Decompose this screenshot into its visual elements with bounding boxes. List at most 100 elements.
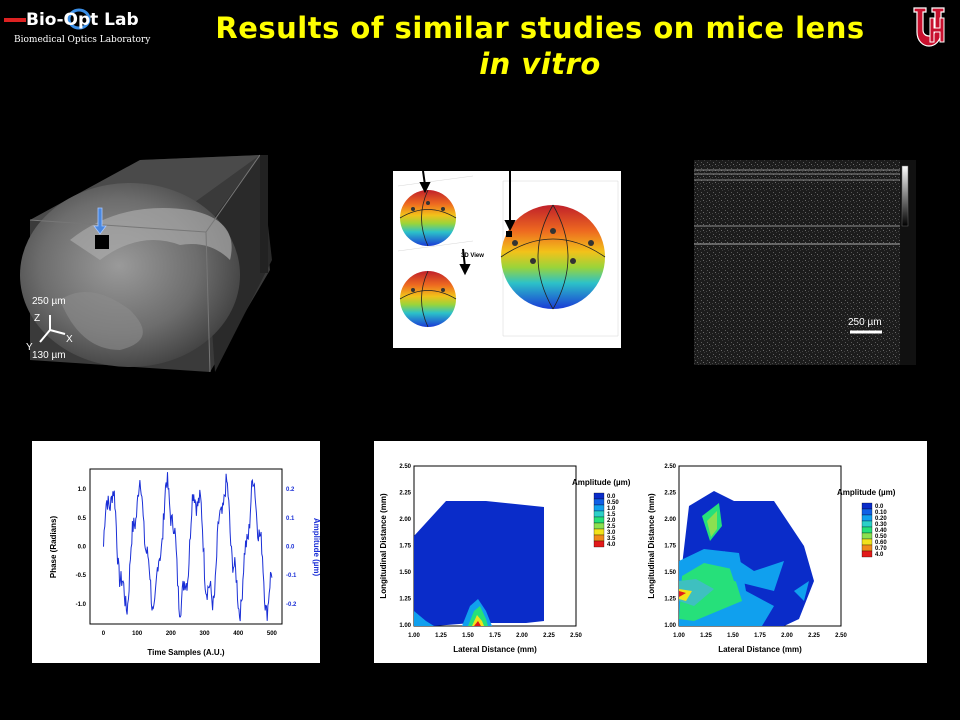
phase-chart-svg: Time Samples (A.U.) Phase (Radians) Ampl… xyxy=(49,468,321,657)
view-label: 3D View xyxy=(461,253,484,259)
contour-ytick: 1.50 xyxy=(399,570,411,576)
contour-legend-label: 1.0 xyxy=(607,506,616,512)
phase-series-line xyxy=(103,472,273,622)
contour-ytick: 1.50 xyxy=(664,570,676,576)
contour-ytick: 2.50 xyxy=(399,464,411,470)
phase-amplitude-chart: Time Samples (A.U.) Phase (Radians) Ampl… xyxy=(32,441,321,663)
contour-ytick: 1.25 xyxy=(664,597,676,603)
contour-legend-label: 2.5 xyxy=(607,524,616,530)
contour-map-1 xyxy=(413,465,577,627)
contour-legend-swatch xyxy=(861,502,873,510)
contour1-xlabel: Lateral Distance (mm) xyxy=(453,645,537,654)
contour-legend-label: 3.0 xyxy=(607,530,616,536)
contour-xtick: 1.00 xyxy=(408,633,420,639)
sphere-large xyxy=(501,205,605,309)
title-line-2: in vitro xyxy=(479,47,601,81)
scale-250: 250 µm xyxy=(32,296,66,307)
phase-xtick: 0 xyxy=(102,631,106,637)
sphere-model-figure xyxy=(397,170,619,337)
phase-ytick-right: -0.2 xyxy=(286,602,297,608)
logo-eye-icon xyxy=(67,8,91,30)
contour-legend-swatch xyxy=(593,528,605,536)
phase-ytick-left: -1.0 xyxy=(76,602,87,608)
axis-y-label: Y xyxy=(26,342,33,353)
contour-legend-label: 3.5 xyxy=(607,536,616,542)
contour-ytick: 1.00 xyxy=(664,623,676,629)
contour-legend-label: 0.40 xyxy=(875,528,887,534)
contour1-ylabel: Longitudinal Distance (mm) xyxy=(379,493,388,599)
contour-legend-swatch xyxy=(861,520,873,528)
contour1-legend-title: Amplitude (µm) xyxy=(572,478,631,487)
contour-ytick: 1.00 xyxy=(399,623,411,629)
logo-graphic xyxy=(4,8,91,30)
contour-xtick: 1.25 xyxy=(700,633,712,639)
sphere-model-panel: 3D View xyxy=(393,170,621,348)
contour-xtick: 2.25 xyxy=(543,633,555,639)
phase-ytick-right: 0.2 xyxy=(286,487,295,493)
phase-ytick-left: -0.5 xyxy=(76,573,87,579)
phase-ytick-right: 0.0 xyxy=(286,545,295,551)
contour-ytick: 2.00 xyxy=(664,517,676,523)
phase-plot-frame xyxy=(89,468,283,625)
blue-arrow-icon xyxy=(93,207,107,235)
contour-legend-swatch xyxy=(861,538,873,546)
contour-legend-swatch xyxy=(593,522,605,530)
contour-maps-svg: Longitudinal Distance (mm) Lateral Dista… xyxy=(379,464,896,654)
logo-name: Bio-Opt Lab xyxy=(26,10,139,30)
contour-legend-swatch xyxy=(861,508,873,516)
contour-legend-label: 4.0 xyxy=(875,552,884,558)
contour-map-2 xyxy=(678,465,842,627)
contour-ytick: 2.25 xyxy=(399,491,411,497)
sphere-small-top xyxy=(400,190,456,246)
contour-legend-label: 0.20 xyxy=(875,516,887,522)
contour-xtick: 2.25 xyxy=(808,633,820,639)
measurement-marker xyxy=(95,235,109,249)
contour-legend-swatch xyxy=(593,540,605,548)
contour-legend-label: 4.0 xyxy=(607,542,616,548)
contour-xtick: 2.50 xyxy=(835,633,847,639)
contour-ytick: 2.00 xyxy=(399,517,411,523)
phase-xtick: 300 xyxy=(200,631,211,637)
phase-xtick: 500 xyxy=(267,631,278,637)
contour-legend-label: 2.0 xyxy=(607,518,616,524)
slide-title: Results of similar studies on mice lens … xyxy=(180,10,900,82)
volume-render xyxy=(20,154,272,373)
contour2-legend-title: Amplitude (µm) xyxy=(837,488,896,497)
contour-legend-swatch xyxy=(593,510,605,518)
contour-ytick: 2.50 xyxy=(664,464,676,470)
axis-x-label: X xyxy=(66,334,73,345)
axis-z-label: Z xyxy=(34,313,41,324)
contour-xtick: 2.00 xyxy=(781,633,793,639)
oct-bscan-image xyxy=(694,160,916,365)
contour-legend-label: 0.30 xyxy=(875,522,887,528)
contour-xtick: 1.00 xyxy=(673,633,685,639)
phase-ytick-left: 1.0 xyxy=(78,487,87,493)
contour-legend-label: 0.0 xyxy=(607,494,616,500)
contour-legend-label: 0.10 xyxy=(875,510,887,516)
contour-legend-swatch xyxy=(593,534,605,542)
contour-ytick: 2.25 xyxy=(664,491,676,497)
phase-ytick-left: 0.5 xyxy=(78,516,87,522)
contour-legend-swatch xyxy=(593,492,605,500)
phase-ylabel-right: Amplitude (µm) xyxy=(312,518,320,577)
contour-legend-label: 0.70 xyxy=(875,546,887,552)
oct-bscan-panel: 250 µm xyxy=(694,160,916,365)
contour-xtick: 1.75 xyxy=(489,633,501,639)
contour-ytick: 1.75 xyxy=(664,544,676,550)
logo-red-bar xyxy=(4,18,26,22)
contour-ytick: 1.25 xyxy=(399,597,411,603)
contour-maps-panel: Longitudinal Distance (mm) Lateral Dista… xyxy=(374,441,927,663)
volume-render-panel: 250 µm Z X Y 130 µm xyxy=(10,150,282,375)
contour-legend-label: 0.0 xyxy=(875,504,884,510)
contour-legend-swatch xyxy=(861,514,873,522)
contour2-ylabel: Longitudinal Distance (mm) xyxy=(647,493,656,599)
lab-logo: Bio-Opt Lab Biomedical Optics Laboratory xyxy=(4,6,154,52)
contour-legend-swatch xyxy=(861,550,873,558)
contour-legend-swatch xyxy=(593,504,605,512)
logo-tagline: Biomedical Optics Laboratory xyxy=(14,35,151,45)
contour-legend-label: 0.50 xyxy=(607,500,619,506)
contour2-xlabel: Lateral Distance (mm) xyxy=(718,645,802,654)
contour-xtick: 1.50 xyxy=(462,633,474,639)
phase-xtick: 400 xyxy=(233,631,244,637)
contour-xtick: 2.50 xyxy=(570,633,582,639)
